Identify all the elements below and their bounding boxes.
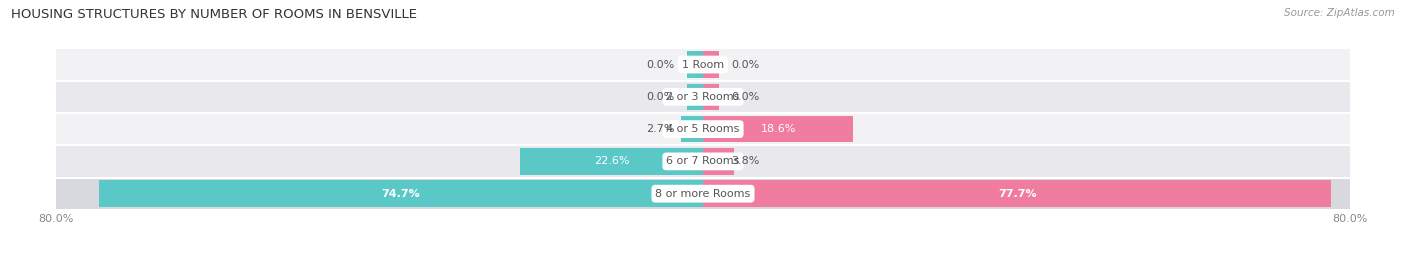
Text: 77.7%: 77.7% (998, 189, 1036, 199)
Bar (681, 116, 703, 142)
Text: 8 or more Rooms: 8 or more Rooms (655, 189, 751, 199)
Text: 0.0%: 0.0% (647, 92, 675, 102)
Text: 22.6%: 22.6% (593, 156, 630, 167)
Text: 0.0%: 0.0% (647, 59, 675, 70)
Bar (688, 51, 703, 78)
Bar (56, 113, 1350, 145)
Bar (56, 81, 1350, 113)
Bar (56, 48, 1350, 81)
Text: 2.7%: 2.7% (647, 124, 675, 134)
Text: HOUSING STRUCTURES BY NUMBER OF ROOMS IN BENSVILLE: HOUSING STRUCTURES BY NUMBER OF ROOMS IN… (11, 8, 418, 21)
Bar (56, 145, 1350, 178)
Bar (56, 178, 1350, 210)
Text: 0.0%: 0.0% (731, 59, 759, 70)
Bar (703, 180, 1331, 207)
Text: 2 or 3 Rooms: 2 or 3 Rooms (666, 92, 740, 102)
Bar (98, 180, 703, 207)
Bar (688, 84, 703, 110)
Text: 0.0%: 0.0% (731, 92, 759, 102)
Bar (703, 51, 720, 78)
Bar (703, 116, 853, 142)
Text: 1 Room: 1 Room (682, 59, 724, 70)
Text: 3.8%: 3.8% (731, 156, 759, 167)
Text: 74.7%: 74.7% (381, 189, 420, 199)
Text: 4 or 5 Rooms: 4 or 5 Rooms (666, 124, 740, 134)
Bar (703, 148, 734, 175)
Text: 6 or 7 Rooms: 6 or 7 Rooms (666, 156, 740, 167)
Text: 18.6%: 18.6% (761, 124, 796, 134)
Bar (520, 148, 703, 175)
Text: Source: ZipAtlas.com: Source: ZipAtlas.com (1284, 8, 1395, 18)
Bar (703, 84, 720, 110)
